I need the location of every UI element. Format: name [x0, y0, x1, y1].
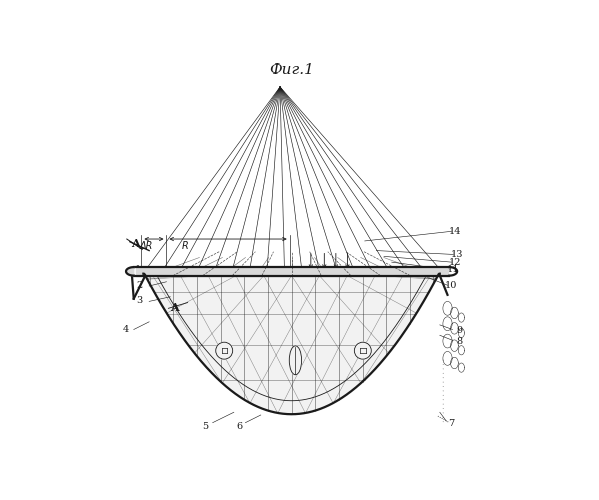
Text: 9: 9 [456, 326, 462, 335]
Text: 5: 5 [202, 422, 208, 431]
Text: 7: 7 [448, 420, 455, 428]
Text: 6: 6 [237, 422, 243, 431]
Circle shape [216, 342, 232, 359]
Text: 4: 4 [123, 325, 129, 334]
Polygon shape [126, 267, 134, 276]
Text: R: R [181, 240, 188, 250]
Text: 14: 14 [449, 227, 461, 236]
Ellipse shape [289, 346, 302, 374]
Text: A: A [131, 238, 140, 248]
Text: 8: 8 [456, 338, 462, 346]
Text: 1: 1 [134, 266, 141, 274]
Text: 12: 12 [449, 258, 461, 266]
Text: 2: 2 [137, 280, 143, 289]
Text: ΔR: ΔR [140, 240, 153, 250]
Text: 10: 10 [445, 280, 458, 289]
Text: 11: 11 [447, 266, 459, 274]
Text: A: A [170, 302, 179, 313]
Circle shape [355, 342, 371, 359]
Text: Фиг.1: Фиг.1 [269, 62, 314, 76]
Text: 13: 13 [451, 250, 464, 259]
Text: 3: 3 [137, 296, 143, 305]
